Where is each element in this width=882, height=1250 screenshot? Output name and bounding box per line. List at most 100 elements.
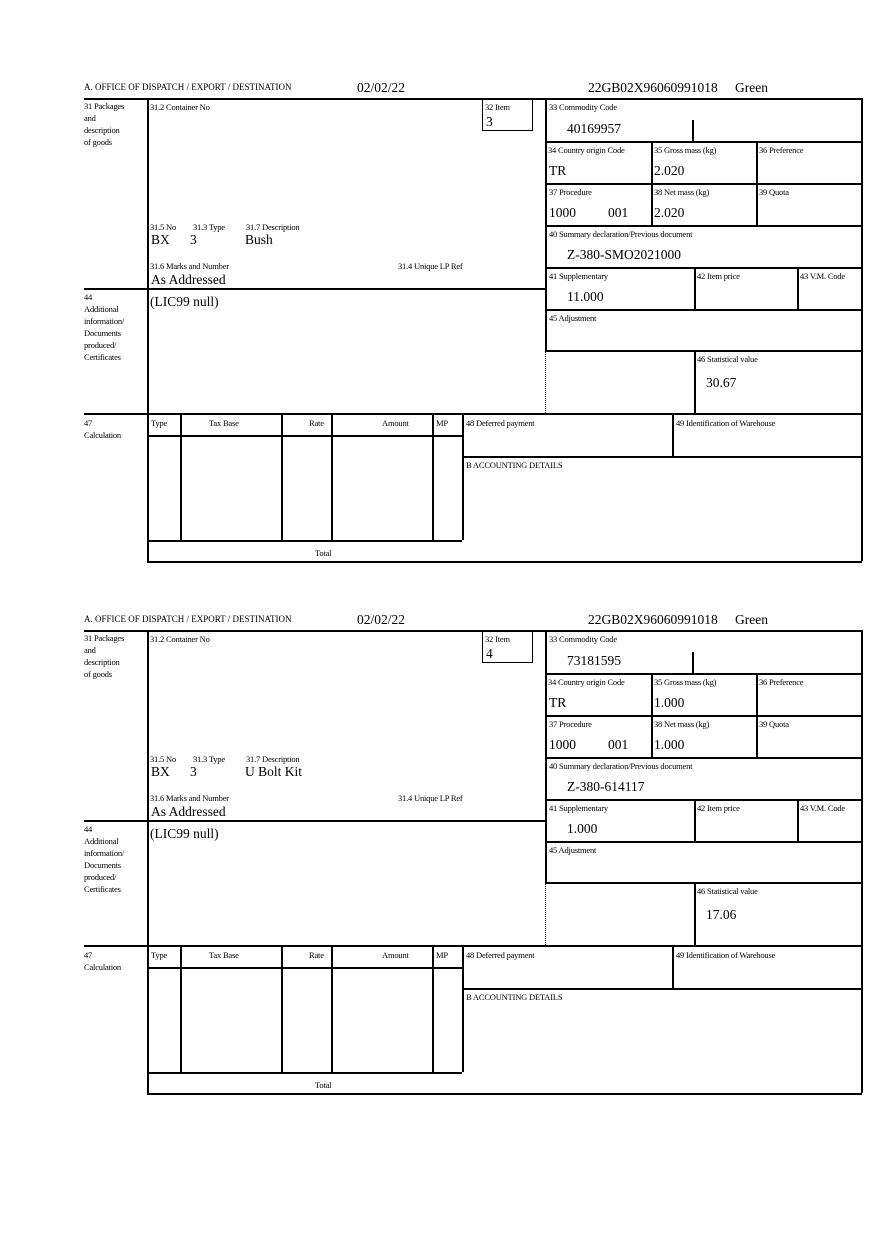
label-accounting-details: B ACCOUNTING DETAILS <box>466 992 563 1002</box>
label-44: produced/ <box>84 340 117 350</box>
label-procedure: 37 Procedure <box>549 187 592 197</box>
form-rule <box>84 413 862 415</box>
label-vm-code: 43 V.M. Code <box>800 271 845 281</box>
label-44: Certificates <box>84 884 121 894</box>
route-status: Green <box>735 612 768 627</box>
statistical-value: 30.67 <box>706 375 737 390</box>
label-gross-mass: 35 Gross mass (kg) <box>654 677 717 687</box>
additional-information: (LIC99 null) <box>150 294 219 309</box>
label-44: 44 <box>84 292 93 302</box>
office-heading: A. OFFICE OF DISPATCH / EXPORT / DESTINA… <box>84 614 292 624</box>
package-no: BX <box>151 232 170 247</box>
label-31: description <box>84 125 120 135</box>
label-warehouse: 49 Identification of Warehouse <box>676 418 776 428</box>
label-44: Documents <box>84 860 121 870</box>
label-country-origin: 34 Country origin Code <box>548 145 625 155</box>
form-rule <box>545 673 862 675</box>
label-item-price: 42 Item price <box>697 803 740 813</box>
label-47: Calculation <box>84 962 121 972</box>
additional-information: (LIC99 null) <box>150 826 219 841</box>
label-marks: 31.6 Marks and Number <box>150 261 229 271</box>
item-box <box>482 100 533 131</box>
form-rule <box>147 435 462 437</box>
calc-header-tax-base: Tax Base <box>209 418 239 428</box>
form-rule <box>462 413 464 540</box>
label-package-no: 31.5 No <box>150 754 176 764</box>
form-rule <box>545 309 862 311</box>
label-47: 47 <box>84 418 93 428</box>
item-number: 3 <box>486 114 493 129</box>
form-rule <box>672 945 674 988</box>
form-rule <box>84 945 862 947</box>
label-31: of goods <box>84 137 112 147</box>
supplementary: 11.000 <box>567 289 604 304</box>
label-31: description <box>84 657 120 667</box>
form-rule <box>692 652 694 673</box>
label-warehouse: 49 Identification of Warehouse <box>676 950 776 960</box>
label-package-no: 31.5 No <box>150 222 176 232</box>
label-country-origin: 34 Country origin Code <box>548 677 625 687</box>
label-deferred-payment: 48 Deferred payment <box>466 950 535 960</box>
form-rule <box>331 945 333 1072</box>
label-package-type: 31.3 Type <box>193 222 225 232</box>
label-quota: 39 Quota <box>759 187 789 197</box>
goods-description: Bush <box>245 232 273 247</box>
label-preference: 36 Preference <box>759 677 804 687</box>
form-rule <box>147 630 149 1093</box>
form-rule <box>545 350 862 352</box>
calc-header-amount: Amount <box>382 418 409 428</box>
label-47: 47 <box>84 950 93 960</box>
form-rule <box>432 413 434 540</box>
label-31: and <box>84 645 96 655</box>
form-rule <box>694 882 696 945</box>
gross-mass: 1.000 <box>654 695 685 710</box>
label-44: information/ <box>84 848 125 858</box>
item-box <box>482 632 533 663</box>
form-rule <box>694 350 696 413</box>
label-container-no: 31.2 Container No <box>150 102 210 112</box>
label-container-no: 31.2 Container No <box>150 634 210 644</box>
form-rule <box>331 413 333 540</box>
label-package-type: 31.3 Type <box>193 754 225 764</box>
form-rule <box>147 1093 862 1095</box>
label-44: 44 <box>84 824 93 834</box>
form-rule <box>432 945 434 1072</box>
reference-number: 22GB02X96060991018 <box>588 80 718 95</box>
form-rule <box>545 757 862 759</box>
previous-document: Z-380-SMO2021000 <box>567 247 681 262</box>
form-rule <box>147 540 462 542</box>
net-mass: 1.000 <box>654 737 685 752</box>
commodity-code: 73181595 <box>567 653 621 668</box>
form-rule <box>756 141 758 225</box>
calc-header-type: Type <box>151 950 168 960</box>
label-net-mass: 38 Net mass (kg) <box>654 719 710 729</box>
label-vm-code: 43 V.M. Code <box>800 803 845 813</box>
declaration-item-form: A. OFFICE OF DISPATCH / EXPORT / DESTINA… <box>0 612 882 1102</box>
label-gross-mass: 35 Gross mass (kg) <box>654 145 717 155</box>
label-total: Total <box>315 1080 332 1090</box>
procedure-code: 1000 <box>549 737 576 752</box>
form-rule <box>545 267 862 269</box>
form-rule <box>147 967 462 969</box>
statistical-value: 17.06 <box>706 907 737 922</box>
form-rule <box>147 98 149 561</box>
form-rule <box>861 98 863 561</box>
label-preference: 36 Preference <box>759 145 804 155</box>
goods-description: U Bolt Kit <box>245 764 303 779</box>
country-origin: TR <box>549 695 567 710</box>
calc-header-mp: MP <box>436 950 448 960</box>
label-total: Total <box>315 548 332 558</box>
form-rule <box>147 1072 462 1074</box>
form-rule <box>462 456 862 458</box>
form-rule <box>281 413 283 540</box>
label-31: 31 Packages <box>84 633 125 643</box>
previous-document: Z-380-614117 <box>567 779 645 794</box>
form-rule <box>84 98 862 100</box>
label-44: produced/ <box>84 872 117 882</box>
form-rule <box>692 120 694 141</box>
label-statistical-value: 46 Statistical value <box>697 886 758 896</box>
label-44: Additional <box>84 836 119 846</box>
label-47: Calculation <box>84 430 121 440</box>
form-rule <box>84 630 862 632</box>
